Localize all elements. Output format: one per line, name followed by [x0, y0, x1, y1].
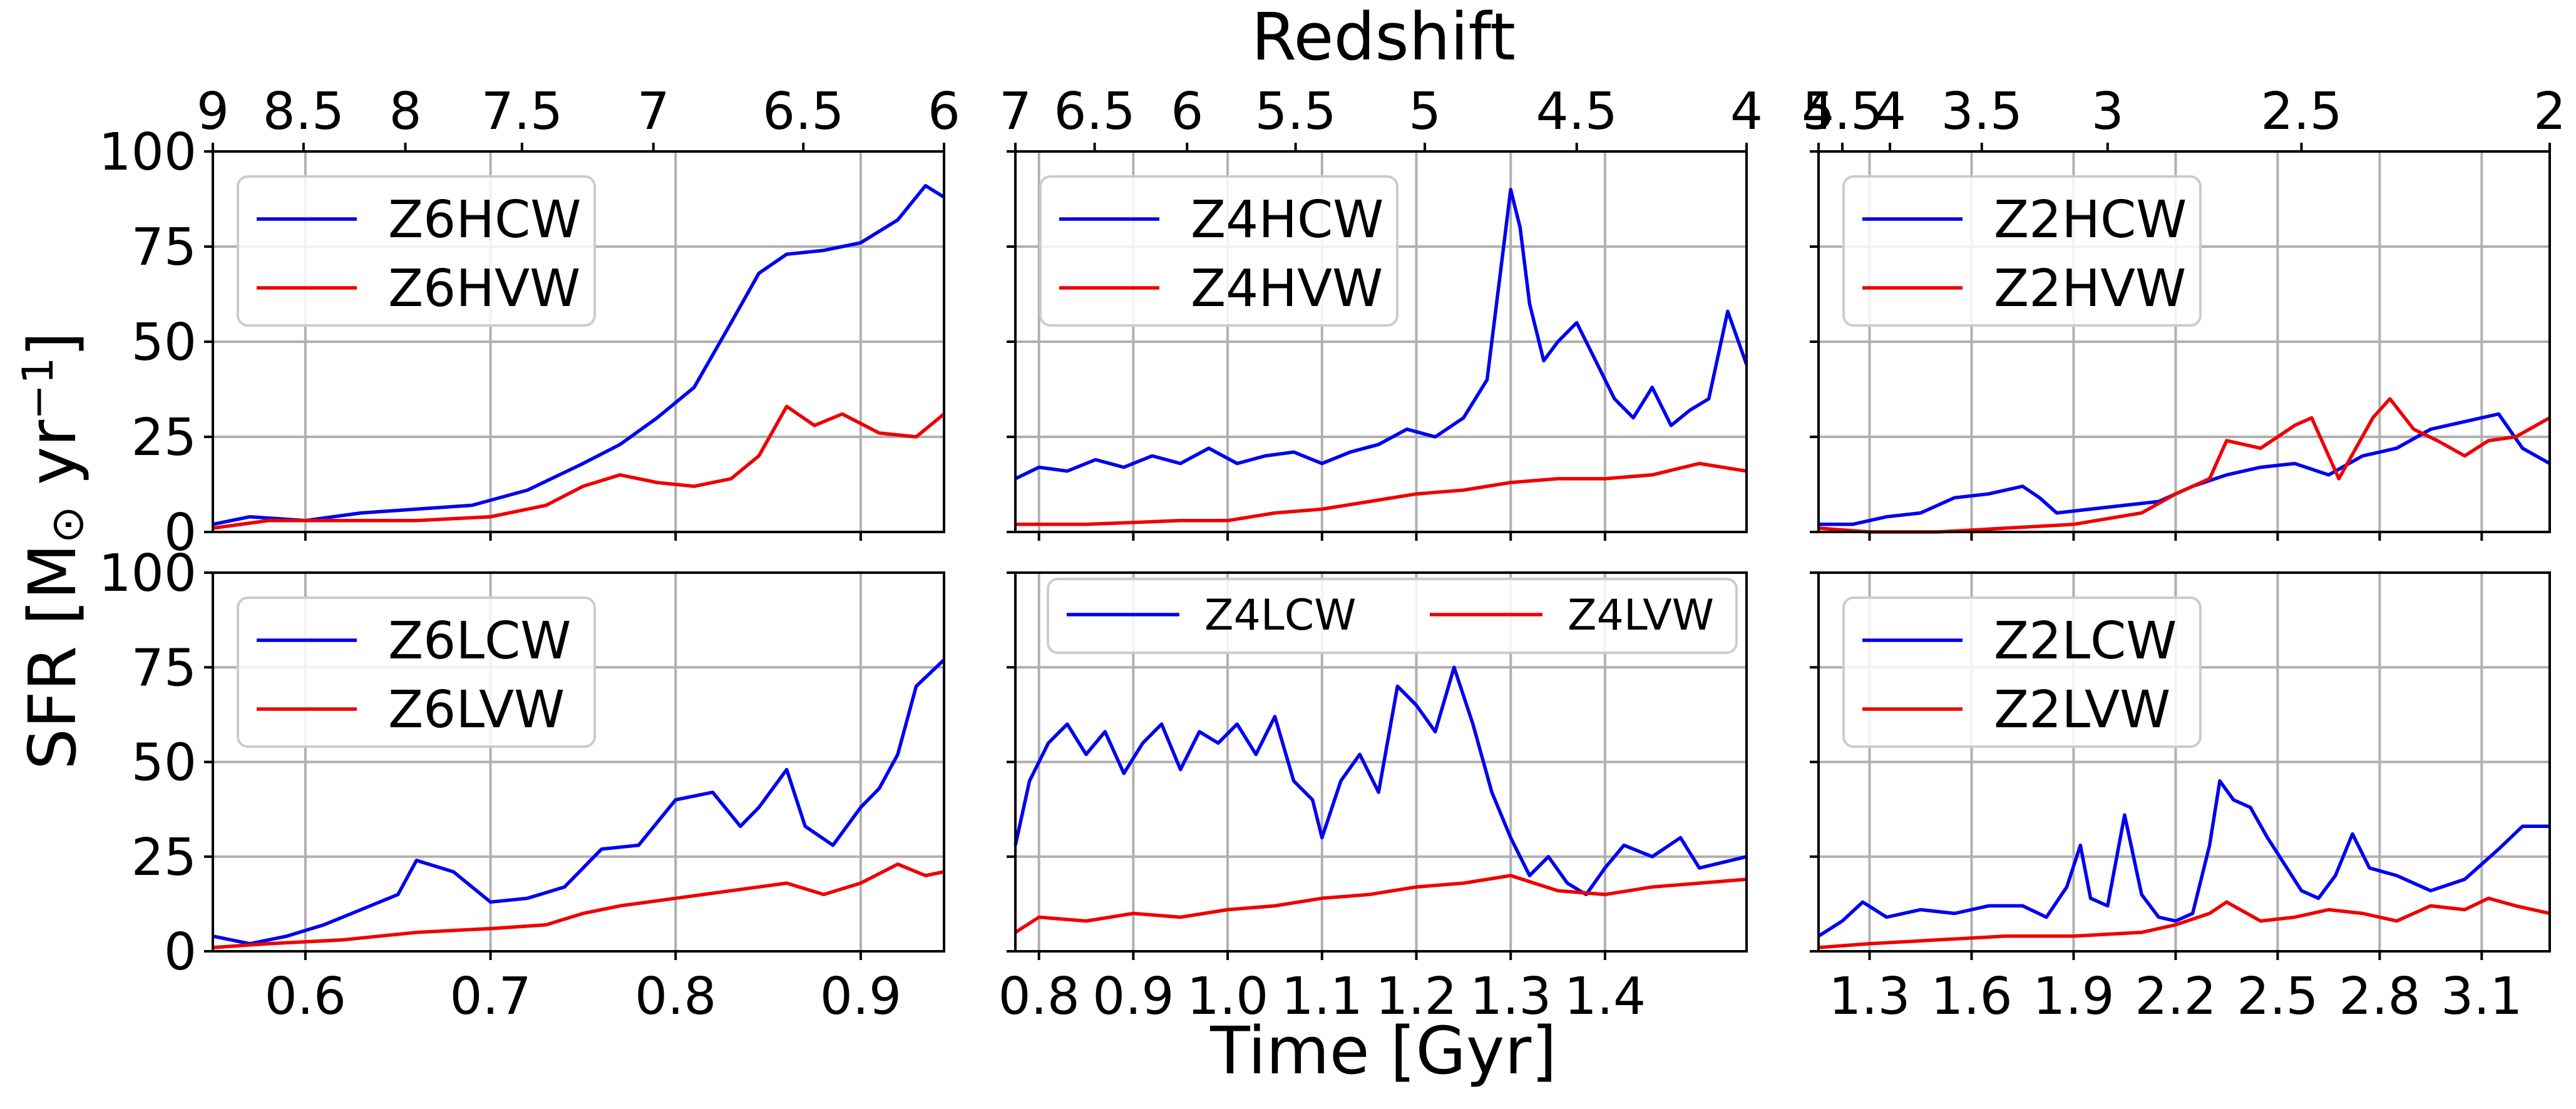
series-line-z4hcw: [1014, 188, 1748, 481]
x-tick-label: 1.4: [1564, 967, 1646, 1026]
x-tick-label: 1.3: [1470, 967, 1551, 1026]
time-axis-title: Time [Gyr]: [1209, 1013, 1557, 1089]
redshift-tick-label: 6: [928, 82, 960, 141]
legend: Z2HCW Z2HVW: [1842, 175, 2202, 327]
redshift-tick-label: 8: [389, 82, 421, 141]
y-tick-label: 50: [131, 313, 197, 372]
series-line-z4lcw: [1013, 665, 1747, 897]
legend-label: Z4HCW: [1191, 190, 1383, 250]
redshift-tick-label: 4.5: [1802, 82, 1883, 141]
panel-z6-low: 0 25 50 75 100 0.6 0.7 0.8 0.9 Z6LCW Z6LVW: [98, 544, 945, 1026]
legend-label: Z6LVW: [388, 680, 565, 740]
legend-label: Z4HVW: [1191, 259, 1383, 319]
y-tick-label: 0: [164, 922, 197, 982]
redshift-tick-label: 2.5: [2260, 82, 2342, 141]
legend: Z4HCW Z4HVW: [1039, 175, 1398, 327]
x-tick-label: 0.9: [820, 967, 901, 1026]
sfr-axis-title: SFR [M⊙ yr−1]: [14, 332, 93, 770]
redshift-tick-label: 5: [1802, 82, 1835, 141]
legend: Z6LCW Z6LVW: [237, 596, 596, 748]
x-tick-label: 1.9: [2033, 967, 2114, 1026]
panel-z4-high: 7 6.5 6 5.5 5 4.5 4 Z4HCW Z4HVW: [999, 82, 1763, 541]
legend-label: Z2LVW: [1994, 680, 2170, 740]
panel-z2-high: 54.54 3.5 3 2.5 2 Z2HCW Z2HVW: [1802, 82, 2566, 541]
legend-label: Z2LCW: [1994, 611, 2177, 671]
y-tick-label: 100: [98, 123, 197, 182]
sfr-title-exponent: −1: [14, 357, 63, 420]
panel-z2-low: 1.3 1.6 1.9 2.2 2.5 2.8 3.1 Z2LCW Z2LVW: [1810, 571, 2551, 1026]
sfr-title-main: SFR [M: [14, 544, 91, 770]
redshift-tick-label: 6: [1171, 82, 1203, 141]
series-line-z4hvw: [1015, 461, 1747, 526]
series-line-z2hvw: [1818, 397, 2551, 534]
redshift-tick-label: 3: [2091, 82, 2124, 141]
redshift-tick-label: 9: [197, 82, 229, 141]
y-tick-label: 25: [131, 828, 197, 887]
x-tick-label: 0.6: [265, 967, 346, 1026]
series-line-z2hcw: [1819, 412, 2551, 526]
y-tick-label: 25: [131, 408, 197, 468]
x-tick-label: 1.2: [1375, 967, 1457, 1026]
redshift-tick-label: 6.5: [762, 82, 844, 141]
x-tick-label: 2.2: [2135, 967, 2216, 1026]
legend-box: [1047, 578, 1738, 654]
redshift-tick-label: 2: [2533, 82, 2566, 141]
x-tick-label: 1.3: [1829, 967, 1910, 1026]
redshift-tick-label: 8.5: [263, 82, 344, 141]
panel-z4-low: 0.8 0.9 1.0 1.1 1.2 1.3 1.4 Z4LCW Z4LVW: [998, 571, 1748, 1026]
series-line-z2lvw: [1818, 896, 2550, 949]
series-line-z4lvw: [1014, 874, 1747, 934]
redshift-tick-label: 5.5: [1255, 82, 1336, 141]
legend-label: Z6HVW: [388, 259, 580, 319]
x-tick-label: 1.6: [1931, 967, 2012, 1026]
series-line-z2lcw: [1817, 779, 2550, 938]
redshift-tick-label: 5: [1409, 82, 1441, 141]
redshift-tick-label: 6.5: [1054, 82, 1135, 141]
x-tick-label: 0.7: [449, 967, 531, 1026]
legend-label: Z6LCW: [388, 611, 571, 671]
redshift-tick-label: 4.5: [1536, 82, 1618, 141]
legend-label: Z6HCW: [388, 190, 581, 250]
legend-label: Z4LCW: [1204, 591, 1356, 640]
y-tick-label: 0: [164, 503, 197, 563]
sfr-title-sun-symbol: ⊙: [41, 506, 93, 543]
redshift-axis-title: Redshift: [1251, 0, 1516, 75]
x-tick-label: 2.5: [2237, 967, 2318, 1026]
x-tick-label: 0.9: [1092, 967, 1174, 1026]
series-line-z6hvw: [212, 404, 945, 530]
sfr-title-close: ]: [14, 332, 91, 357]
x-tick-label: 0.8: [998, 967, 1079, 1026]
redshift-tick-label: 7: [637, 82, 670, 141]
legend: Z4LCW Z4LVW: [1047, 578, 1738, 654]
x-tick-label: 3.1: [2441, 967, 2522, 1026]
redshift-tick-label: 7: [999, 82, 1032, 141]
legend-label: Z2HCW: [1994, 190, 2187, 250]
series-line-z6lcw: [212, 658, 945, 946]
series-line-z6hcw: [212, 183, 945, 526]
redshift-tick-label: 3.5: [1941, 82, 2023, 141]
y-tick-label: 75: [131, 218, 197, 277]
legend-label: Z2HVW: [1994, 259, 2186, 319]
series-line-z6lvw: [212, 862, 945, 949]
y-tick-label: 100: [98, 544, 197, 603]
legend: Z2LCW Z2LVW: [1842, 596, 2202, 748]
legend-label: Z4LVW: [1568, 591, 1714, 640]
y-tick-label: 75: [131, 638, 197, 698]
x-tick-label: 2.8: [2339, 967, 2420, 1026]
redshift-tick-label: 4: [1730, 82, 1763, 141]
x-tick-label: 0.8: [635, 967, 716, 1026]
sfr-title-unit: yr: [14, 420, 91, 506]
redshift-tick-label: 7.5: [481, 82, 563, 141]
x-tick-label: 1.1: [1281, 967, 1363, 1026]
redshift-tick-label: 4: [1874, 82, 1906, 141]
y-tick-label: 50: [131, 733, 197, 793]
legend: Z6HCW Z6HVW: [237, 175, 596, 327]
x-tick-label: 1.0: [1187, 967, 1268, 1026]
